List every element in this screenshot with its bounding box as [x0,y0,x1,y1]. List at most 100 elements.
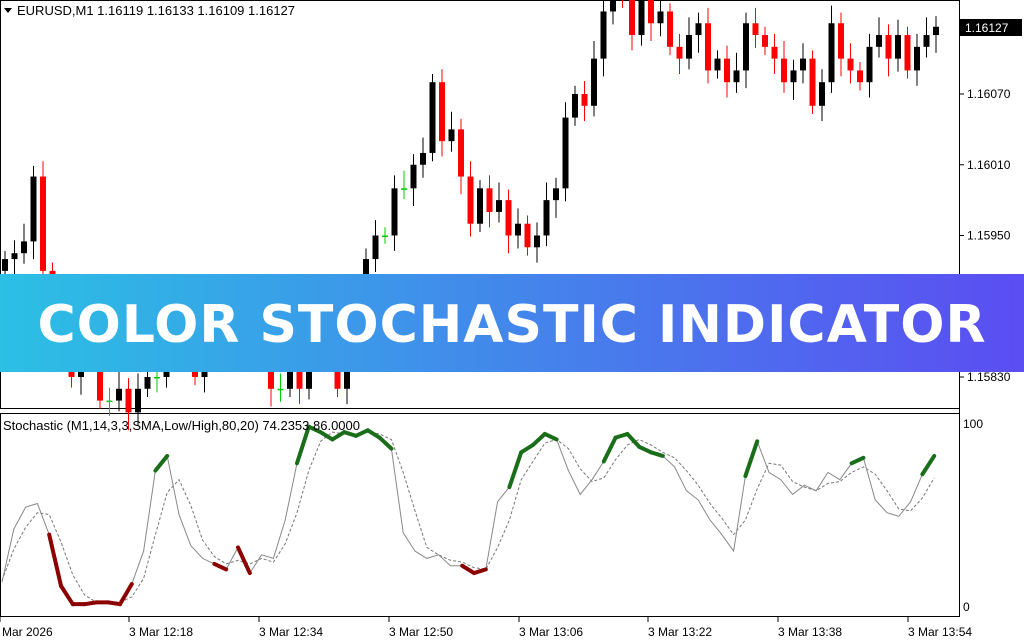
indicator-scale-100: 100 [963,417,983,431]
candle-body [724,58,730,83]
overbought-segment [519,442,535,455]
oversold-segment [212,561,229,572]
candle-body [572,94,578,118]
candle-body [686,35,692,59]
candle-body [733,70,740,83]
candle-body [610,0,616,12]
candle-body [923,35,930,47]
overbought-segment [625,431,642,449]
candle [591,40,597,117]
candle-body [895,35,901,59]
candle [629,0,635,51]
candle-body [904,35,911,71]
candle-body [458,129,464,177]
candle [439,69,445,157]
candle-body [914,46,920,71]
candle [467,161,474,237]
overbought-segment [507,450,524,490]
price-tick-label: 1.15950 [967,229,1011,243]
overbought-segment [637,444,653,455]
candle-body [857,70,863,83]
candle-body [705,23,711,71]
candle [838,12,844,77]
candle-body [372,235,379,260]
overbought-segment [531,431,547,447]
candle-body [581,94,588,106]
price-tick-label: 1.16070 [967,87,1011,101]
candle-body [809,58,816,106]
overbought-segment [342,430,358,438]
candle [382,227,388,244]
candle-body [40,176,46,271]
time-tick-label: 3 Mar 13:22 [648,625,712,639]
chart-menu-arrow-icon[interactable] [4,8,12,13]
candle-body [410,164,417,189]
candle-body [496,200,502,212]
candle-body [771,46,778,59]
candle-body [2,259,8,271]
candle [686,17,692,70]
candle [809,50,816,115]
candle [885,24,892,77]
overbought-segment [318,430,335,442]
candle [515,208,521,249]
candle [496,182,502,223]
candle [828,5,835,93]
candle [429,73,436,162]
indicator-header: Stochastic (M1,14,3,3,SMA,Low/High,80,20… [3,418,360,433]
candle [857,62,863,91]
time-tick-label: 3 Mar 12:18 [129,625,193,639]
overbought-segment [649,450,665,458]
candle [524,215,531,256]
oversold-segment [59,583,75,607]
candle-body [752,23,759,36]
candle-body [135,388,141,413]
candle [391,175,398,251]
candle-body [144,377,151,389]
overbought-segment [330,430,347,442]
candle [667,3,673,56]
title-banner-background [0,274,1024,372]
stochastic-lines [1,424,937,607]
candle-body [524,223,531,248]
candle-body [781,58,787,83]
candle-body [600,11,607,59]
candle-body [676,46,683,59]
candle-body [505,200,512,236]
symbol-header: EURUSD,M1 1.16119 1.16133 1.16109 1.1612… [17,3,295,18]
candle-body [11,253,18,260]
time-tick-label: 3 Mar 13:38 [778,625,842,639]
candle [733,52,740,93]
candle-body [296,365,303,389]
candle [106,387,113,416]
oversold-segment [118,582,134,607]
candle-body [866,46,873,83]
candle-body [429,82,436,153]
candle-body [553,188,559,201]
oversold-segment [472,567,488,576]
candle [847,43,854,84]
candle [135,373,141,426]
candle-body [439,82,445,142]
candle-body [629,0,635,36]
candle [572,85,578,126]
candle-body [448,129,455,142]
candle-body [543,200,550,236]
candle-body [885,35,892,59]
candle-body [714,58,721,71]
candle [914,33,920,86]
candle [610,0,616,25]
candle [714,50,721,79]
candle-body [420,152,426,165]
candle [553,177,559,218]
overbought-segment [306,424,323,435]
overbought-segment [153,453,170,473]
candle [372,220,379,273]
overbought-segment [542,431,559,442]
candle [762,26,768,56]
candle-body [800,58,806,71]
overbought-segment [377,435,394,451]
candle [781,40,787,93]
candle-body [838,23,844,59]
